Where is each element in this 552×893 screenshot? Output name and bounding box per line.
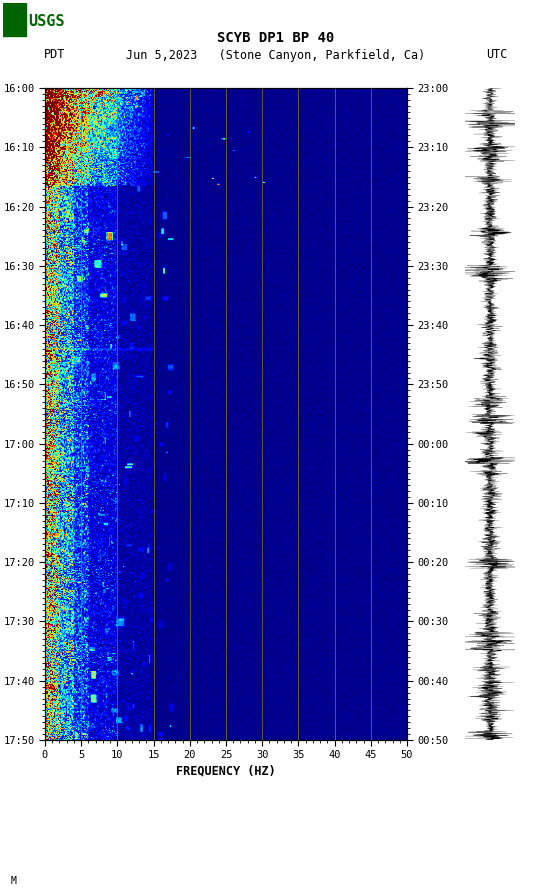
Bar xyxy=(3,3,26,37)
Text: UTC: UTC xyxy=(486,48,508,62)
X-axis label: FREQUENCY (HZ): FREQUENCY (HZ) xyxy=(176,764,276,778)
Text: M: M xyxy=(11,876,17,886)
Text: SCYB DP1 BP 40: SCYB DP1 BP 40 xyxy=(217,31,335,45)
Text: USGS: USGS xyxy=(28,14,65,29)
Text: PDT: PDT xyxy=(44,48,66,62)
Text: Jun 5,2023   (Stone Canyon, Parkfield, Ca): Jun 5,2023 (Stone Canyon, Parkfield, Ca) xyxy=(126,48,426,62)
